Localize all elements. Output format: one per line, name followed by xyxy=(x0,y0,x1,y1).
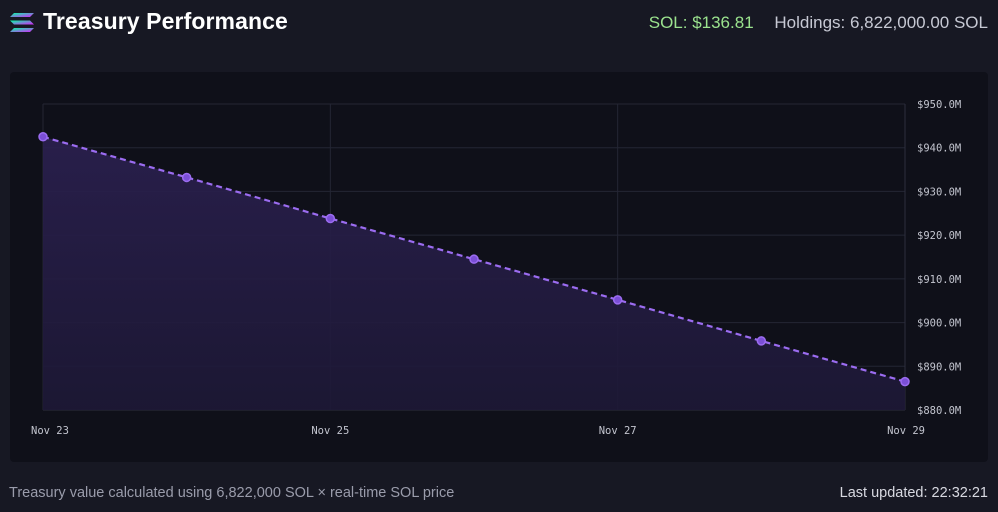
data-point[interactable] xyxy=(38,132,48,142)
x-tick-label: Nov 25 xyxy=(311,425,349,437)
page-title: Treasury Performance xyxy=(43,8,288,34)
x-tick-label: Nov 27 xyxy=(599,425,637,437)
footer-note: Treasury value calculated using 6,822,00… xyxy=(9,485,455,501)
data-point[interactable] xyxy=(900,376,910,387)
y-tick-label: $920.0M xyxy=(917,230,961,242)
y-tick-label: $910.0M xyxy=(917,274,961,286)
sol-price: SOL: $136.81 xyxy=(648,13,754,32)
y-tick-label: $880.0M xyxy=(917,405,961,417)
y-tick-label: $950.0M xyxy=(917,99,961,111)
chart-area-fill xyxy=(43,136,905,411)
data-point[interactable] xyxy=(612,295,623,305)
y-axis: $950.0M $940.0M $930.0M $920.0M $910.0M $900.… xyxy=(917,99,961,417)
data-point[interactable] xyxy=(469,254,479,264)
y-tick-label: $940.0M xyxy=(917,143,961,155)
holdings: Holdings: 6,822,000.00 SOL xyxy=(774,13,988,32)
y-tick-label: $930.0M xyxy=(917,186,961,198)
data-point[interactable] xyxy=(181,172,192,183)
header-stats: SOL: $136.81 Holdings: 6,822,000.00 SOL xyxy=(649,13,988,33)
data-point[interactable] xyxy=(756,336,767,346)
solana-logo-icon xyxy=(10,13,34,32)
x-tick-label: Nov 29 xyxy=(887,425,925,437)
chart-points xyxy=(38,132,910,387)
y-tick-label: $890.0M xyxy=(917,361,961,373)
last-updated: Last updated: 22:32:21 xyxy=(839,485,988,501)
data-point[interactable] xyxy=(325,213,336,224)
treasury-chart: $950.0M $940.0M $930.0M $920.0M $910.0M $900.… xyxy=(31,99,961,437)
y-tick-label: $900.0M xyxy=(917,318,961,330)
x-tick-label: Nov 23 xyxy=(31,425,69,437)
x-axis: Nov 23 Nov 25 Nov 27 Nov 29 xyxy=(31,425,925,437)
header: Treasury Performance SOL: $136.81 Holdin… xyxy=(0,0,998,50)
chart-panel: $950.0M $940.0M $930.0M $920.0M $910.0M $900.… xyxy=(10,72,988,462)
